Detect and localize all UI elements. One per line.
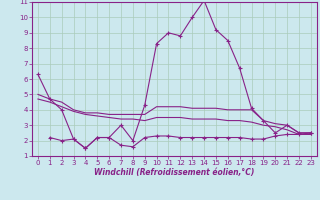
X-axis label: Windchill (Refroidissement éolien,°C): Windchill (Refroidissement éolien,°C) <box>94 168 255 177</box>
